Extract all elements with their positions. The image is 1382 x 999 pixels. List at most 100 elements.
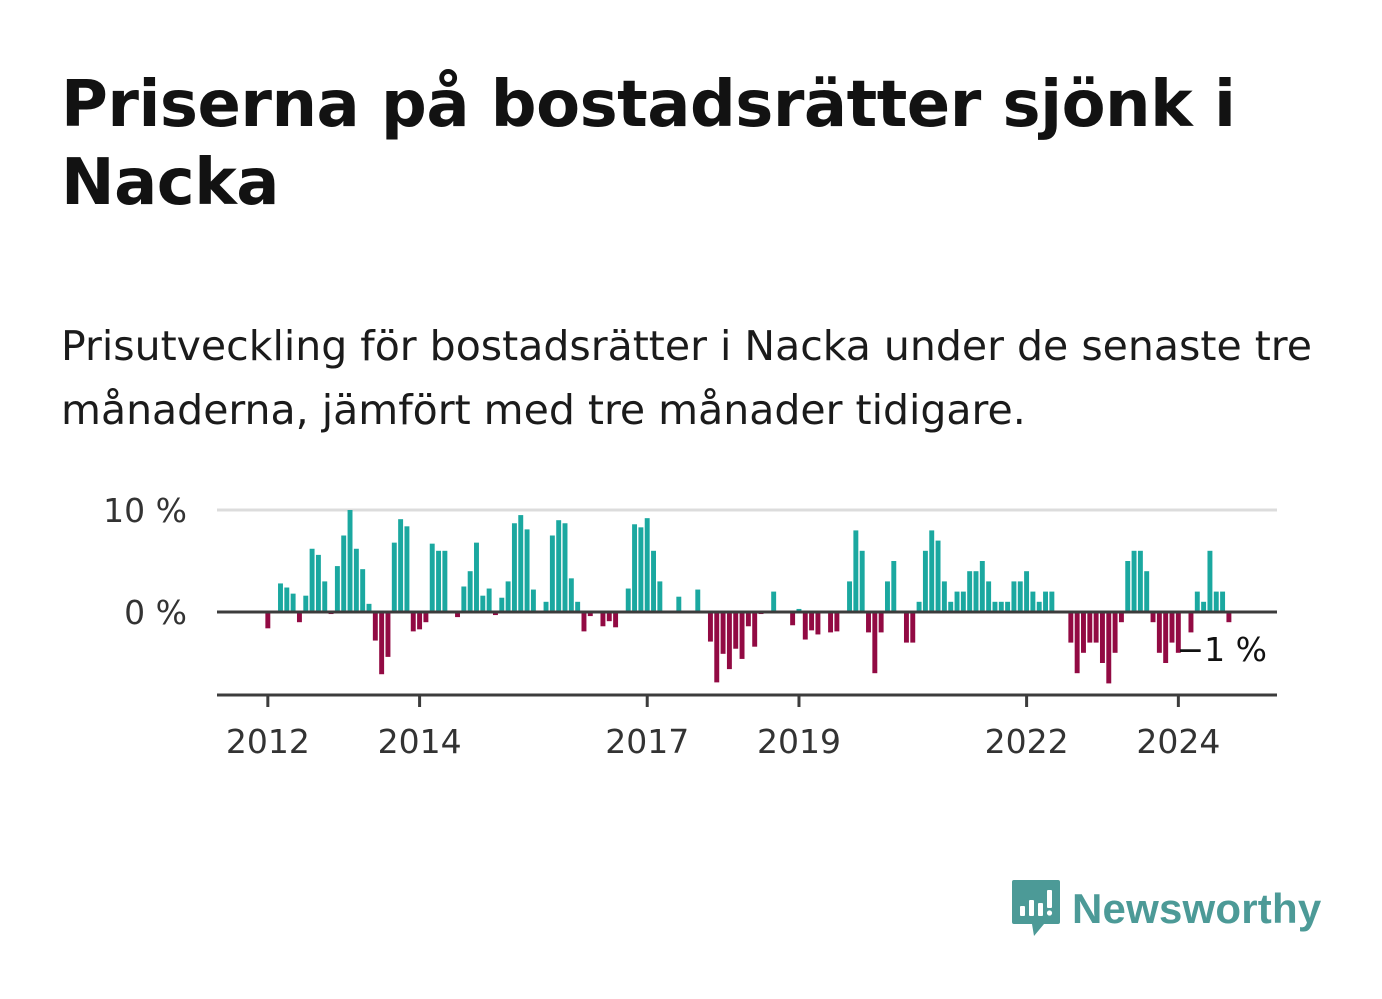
bar [1093, 612, 1099, 643]
bar [606, 612, 612, 622]
bar [1194, 591, 1200, 612]
bar [1137, 550, 1143, 612]
last-value-label: −1 % [1177, 630, 1268, 669]
bar [1024, 571, 1030, 612]
bar [486, 588, 492, 612]
bar [309, 548, 315, 612]
bar [935, 540, 941, 612]
bar [429, 543, 435, 612]
bar [296, 612, 302, 623]
bar [341, 535, 347, 612]
bar [1118, 612, 1124, 623]
bar [859, 550, 865, 612]
bar [992, 601, 998, 612]
bar [922, 550, 928, 612]
x-tick-label: 2012 [226, 722, 310, 761]
bar [1081, 612, 1086, 653]
bar [372, 612, 378, 641]
bar [385, 612, 391, 657]
bar [1049, 591, 1055, 612]
bar [872, 612, 878, 674]
bar [745, 612, 751, 627]
bar [366, 603, 372, 612]
bar [353, 548, 359, 612]
bar [518, 515, 524, 612]
bar [461, 586, 467, 612]
bar [967, 571, 973, 612]
axis-layer: 0 % 10 % 2012 2014 2017 2019 2022 2024 −1 % [103, 491, 1277, 761]
bar [1144, 571, 1150, 612]
x-tick-label: 2017 [605, 722, 689, 761]
bar [549, 535, 555, 612]
bar [442, 550, 448, 612]
bar [290, 593, 296, 612]
bar [979, 561, 985, 612]
bar [1213, 591, 1219, 612]
bar [866, 612, 871, 633]
bar [1201, 601, 1207, 612]
bar-chart: 0 % 10 % 2012 2014 2017 2019 2022 2024 −1 % [103, 491, 1277, 761]
bar [455, 612, 460, 618]
bar [1169, 612, 1175, 643]
bar [1106, 612, 1112, 684]
bar [973, 571, 979, 612]
bar [910, 612, 916, 643]
bar [998, 601, 1004, 612]
bar [1150, 612, 1156, 623]
x-tick-label: 2024 [1136, 722, 1220, 761]
bar [1220, 591, 1226, 612]
brand-logo: Newsworthy [1010, 876, 1321, 942]
bar [657, 581, 663, 612]
bar [474, 542, 479, 612]
bar [1017, 581, 1023, 612]
y-tick-label: 10 % [103, 491, 187, 530]
bar [752, 612, 758, 647]
bar [809, 612, 815, 631]
bars-layer [265, 510, 1232, 684]
bar [815, 612, 821, 635]
bar [796, 608, 802, 612]
bar [1163, 612, 1169, 663]
bar [638, 527, 644, 612]
bar [695, 589, 701, 612]
bar [480, 595, 486, 612]
bar [347, 510, 353, 612]
x-tick-label: 2022 [985, 722, 1069, 761]
bar [1011, 581, 1017, 612]
bar [360, 569, 366, 612]
bar [1068, 612, 1074, 643]
bar [1030, 591, 1036, 612]
bar [1112, 612, 1118, 653]
bar [1099, 612, 1105, 663]
bar [714, 612, 720, 683]
bar [511, 523, 517, 612]
bar [284, 587, 290, 612]
bar [707, 612, 713, 642]
bar [613, 612, 619, 628]
bar [1175, 612, 1181, 653]
x-tick-label: 2019 [757, 722, 841, 761]
bar [1074, 612, 1080, 674]
newsworthy-logo-icon [1012, 880, 1060, 936]
bar [303, 595, 309, 612]
bar [853, 530, 859, 612]
bar [1188, 612, 1194, 633]
bar [878, 612, 884, 633]
bar [739, 612, 745, 659]
bar [530, 589, 536, 612]
bar [1036, 601, 1042, 612]
bar [265, 612, 271, 629]
bar [954, 591, 960, 612]
bar [423, 612, 429, 623]
bar [1131, 550, 1137, 612]
bar [524, 529, 530, 612]
bar [543, 601, 549, 612]
bar [986, 581, 992, 612]
bar [417, 612, 423, 630]
bar [1125, 561, 1131, 612]
bar [1087, 612, 1093, 643]
bar [847, 581, 852, 612]
bar [391, 542, 397, 612]
bar [941, 581, 947, 612]
chart-title: Priserna på bostadsrätter sjönk i Nacka [61, 68, 1236, 220]
